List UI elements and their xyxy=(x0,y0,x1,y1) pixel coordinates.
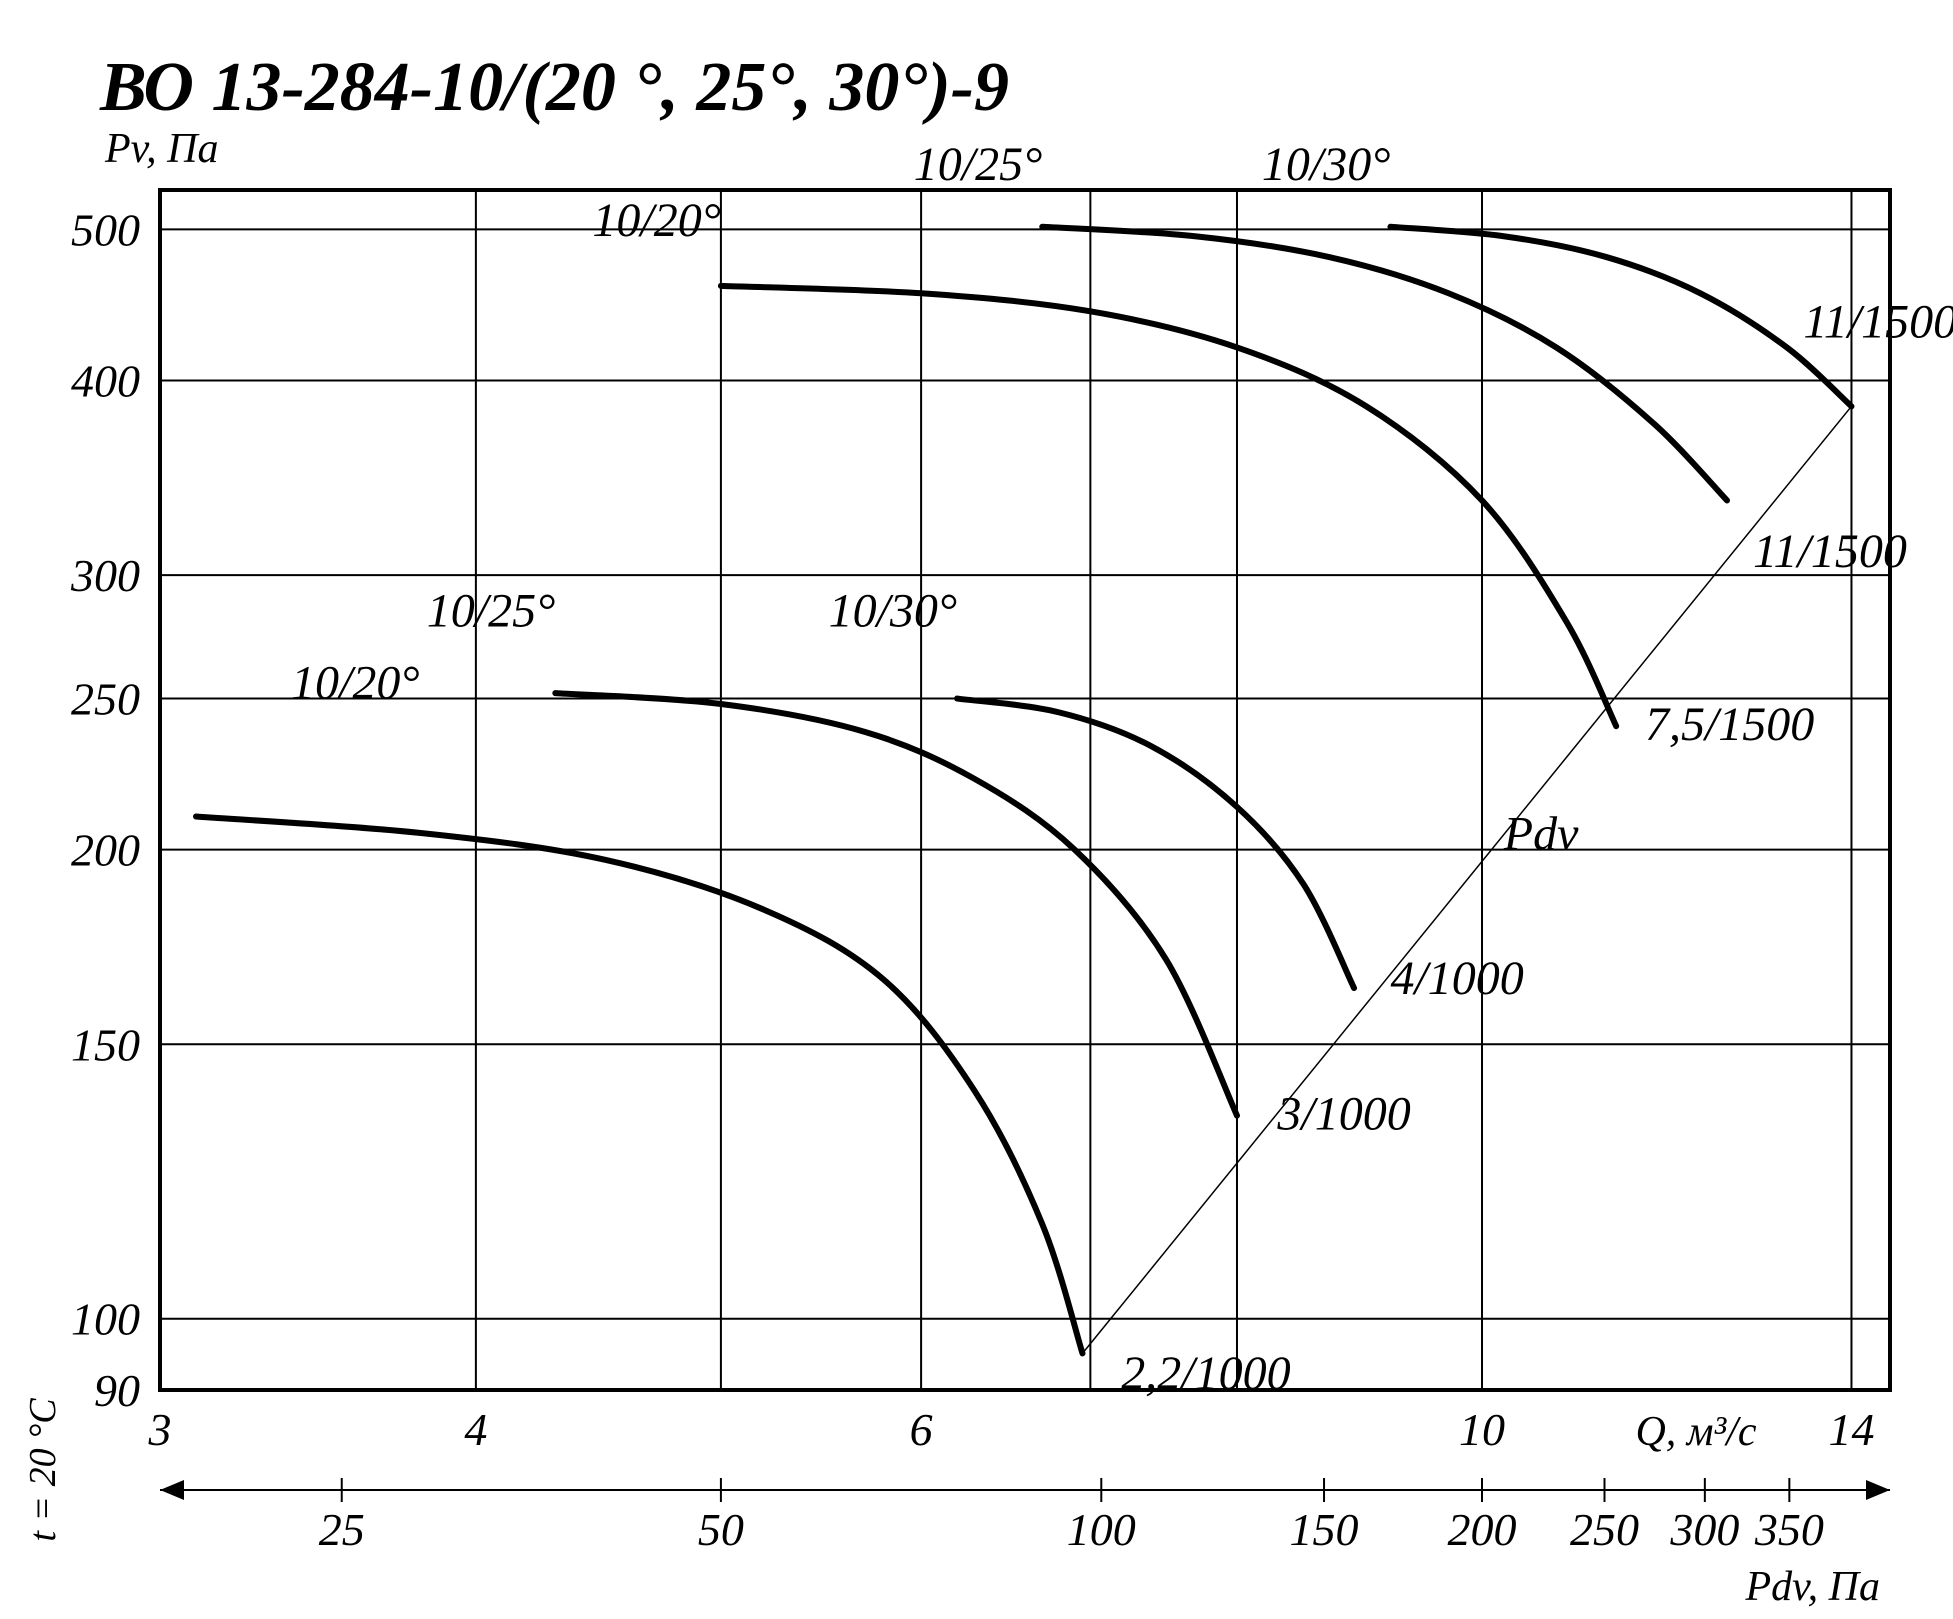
chart-title: ВО 13-284-10/(20 °, 25°, 30°)-9 xyxy=(99,49,1009,126)
x2-tick-label: 50 xyxy=(698,1504,744,1555)
curve-start-label: 10/25° xyxy=(427,585,556,638)
curve-start-label: 10/30° xyxy=(1262,138,1391,191)
y-tick-label: 500 xyxy=(71,204,140,255)
performance-curve xyxy=(1390,227,1851,407)
x2-tick-label: 300 xyxy=(1669,1504,1739,1555)
arrowhead-right-icon xyxy=(1866,1480,1890,1500)
curve-end-label: 11/1500 xyxy=(1753,525,1907,578)
pdv-line xyxy=(1082,406,1851,1353)
y-axis-label: Pv, Па xyxy=(104,126,219,172)
performance-curve xyxy=(555,693,1237,1115)
x2-tick-label: 350 xyxy=(1754,1504,1824,1555)
x2-axis-label: Pdv, Па xyxy=(1744,1564,1880,1610)
x-tick-label: 3 xyxy=(148,1404,172,1455)
curve-start-label: 10/20° xyxy=(291,657,420,710)
y-tick-label: 100 xyxy=(71,1294,140,1345)
x2-tick-label: 250 xyxy=(1570,1504,1639,1555)
x2-tick-label: 150 xyxy=(1290,1504,1359,1555)
y-tick-label: 400 xyxy=(71,355,140,406)
x2-tick-label: 25 xyxy=(319,1504,365,1555)
curve-end-label: 11/1500 xyxy=(1803,296,1953,349)
curve-end-label: 7,5/1500 xyxy=(1645,698,1814,751)
x-tick-label: 4 xyxy=(464,1404,487,1455)
curve-end-label: 2,2/1000 xyxy=(1121,1347,1290,1400)
x-tick-label: 14 xyxy=(1828,1404,1874,1455)
arrowhead-left-icon xyxy=(160,1480,184,1500)
x-tick-label: 10 xyxy=(1459,1404,1505,1455)
curve-start-label: 10/25° xyxy=(914,138,1043,191)
side-temperature-label: t = 20 °C xyxy=(22,1398,64,1542)
fan-performance-chart: ВО 13-284-10/(20 °, 25°, 30°)-9Pv, Па 90 1… xyxy=(0,0,1953,1619)
x2-tick-label: 200 xyxy=(1448,1504,1517,1555)
curve-end-label: 4/1000 xyxy=(1390,952,1523,1005)
x-tick-label: 6 xyxy=(910,1404,933,1455)
y-tick-label: 250 xyxy=(71,674,140,725)
y-tick-label: 90 xyxy=(94,1365,140,1416)
pdv-label: Pdv xyxy=(1503,808,1579,861)
y-tick-label: 200 xyxy=(71,825,140,876)
plot-frame xyxy=(160,190,1890,1390)
y-tick-label: 300 xyxy=(70,550,140,601)
performance-curve xyxy=(196,817,1082,1354)
x-axis-label: Q, м³/с xyxy=(1635,1409,1756,1455)
performance-curve xyxy=(1042,227,1727,501)
y-tick-label: 150 xyxy=(71,1019,140,1070)
curve-start-label: 10/20° xyxy=(592,194,721,247)
curve-start-label: 10/30° xyxy=(829,585,958,638)
curve-end-label: 3/1000 xyxy=(1276,1088,1410,1141)
x2-tick-label: 100 xyxy=(1067,1504,1136,1555)
